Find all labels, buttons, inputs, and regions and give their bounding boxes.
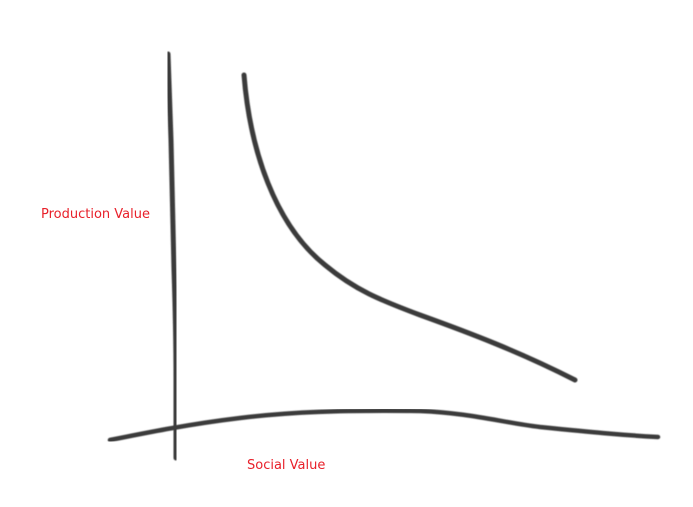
vertical-axis-line <box>165 51 179 461</box>
y-axis-label: Production Value <box>41 207 150 222</box>
x-axis-label: Social Value <box>247 458 326 473</box>
inverse-curve <box>241 72 578 383</box>
horizontal-axis-line <box>107 408 661 443</box>
